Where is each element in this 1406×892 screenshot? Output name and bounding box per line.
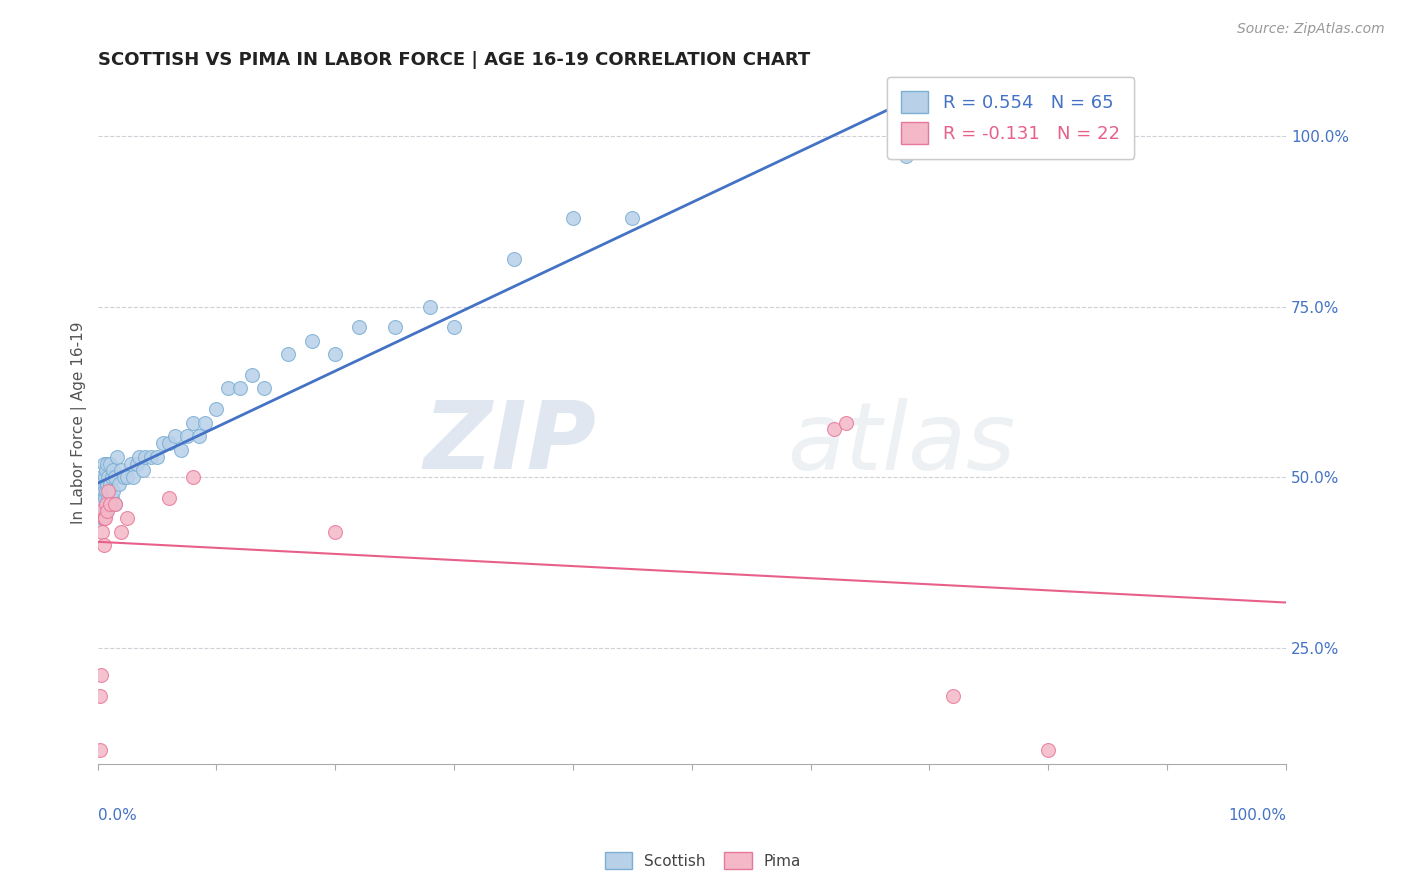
Point [96,477,118,491]
Point [117,511,139,525]
Point [104,498,127,512]
Point [98,457,121,471]
Text: 0.0%: 0.0% [97,808,136,823]
Text: ZIP: ZIP [423,397,596,489]
Point [229,382,252,396]
Point [217,382,239,396]
Point [157,436,180,450]
Point [384,320,406,334]
Point [97,470,120,484]
Point [146,450,169,464]
Point [117,470,139,484]
Point [108,477,131,491]
Point [94,483,117,498]
Point [96,498,118,512]
Point [110,524,132,539]
Point [181,470,204,484]
Point [91,470,114,484]
Point [942,689,965,703]
Point [90,504,112,518]
Point [835,416,858,430]
Point [101,470,124,484]
Point [323,524,346,539]
Point [104,498,127,512]
Point [621,211,644,225]
Point [443,320,465,334]
Point [89,689,111,703]
Point [94,504,117,518]
Point [89,743,111,757]
Point [94,470,117,484]
Point [132,463,155,477]
Text: SCOTTISH VS PIMA IN LABOR FORCE | AGE 16-19 CORRELATION CHART: SCOTTISH VS PIMA IN LABOR FORCE | AGE 16… [97,51,810,69]
Point [301,334,323,348]
Point [1038,743,1060,757]
Point [347,320,370,334]
Point [120,457,142,471]
Y-axis label: In Labor Force | Age 16-19: In Labor Force | Age 16-19 [72,321,87,524]
Point [240,368,263,382]
Point [139,450,162,464]
Point [101,491,124,505]
Point [96,457,118,471]
Point [181,416,204,430]
Point [90,483,112,498]
Text: atlas: atlas [787,398,1015,489]
Point [97,483,120,498]
Point [253,382,276,396]
Point [93,538,115,552]
Point [97,491,120,505]
Legend: R = 0.554   N = 65, R = -0.131   N = 22: R = 0.554 N = 65, R = -0.131 N = 22 [887,77,1135,159]
Point [101,463,124,477]
Point [98,498,121,512]
Point [93,511,115,525]
Point [101,483,124,498]
Point [93,457,115,471]
Point [170,442,193,457]
Point [93,511,115,525]
Legend: Scottish, Pima: Scottish, Pima [599,846,807,875]
Point [104,470,127,484]
Point [419,300,441,314]
Point [110,463,132,477]
Point [157,491,180,505]
Text: 100.0%: 100.0% [1227,808,1286,823]
Point [187,429,209,443]
Point [98,477,121,491]
Point [94,511,117,525]
Point [91,498,114,512]
Point [91,524,114,539]
Point [277,347,299,361]
Point [823,422,845,436]
Point [152,436,174,450]
Point [98,498,121,512]
Point [163,429,186,443]
Point [90,668,112,682]
Point [122,470,145,484]
Point [125,457,148,471]
Point [105,450,128,464]
Point [94,463,117,477]
Point [194,416,217,430]
Point [134,450,156,464]
Point [96,504,118,518]
Text: Source: ZipAtlas.com: Source: ZipAtlas.com [1237,22,1385,37]
Point [323,347,346,361]
Point [128,450,150,464]
Point [894,149,917,163]
Point [176,429,198,443]
Point [942,128,965,143]
Point [93,483,115,498]
Point [562,211,585,225]
Point [112,470,135,484]
Point [94,491,117,505]
Point [502,252,524,266]
Point [205,401,228,416]
Point [94,504,117,518]
Point [94,498,117,512]
Point [90,511,112,525]
